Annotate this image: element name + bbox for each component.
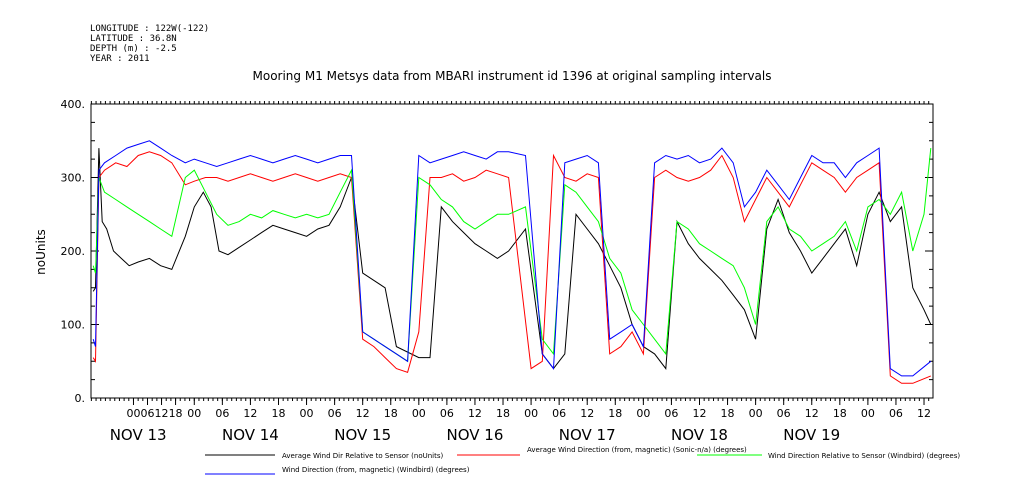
x-day-label: NOV 19 (783, 426, 840, 444)
x-hour-label: 18 (608, 407, 622, 420)
x-day-label: NOV 17 (559, 426, 616, 444)
x-hour-label: 12 (805, 407, 819, 420)
plot-area: 0.100.200.300.400.00 06 12 18 00 06 12 18 00 06 12… (61, 98, 934, 444)
header-latitude: LATITUDE : 36.8N (90, 34, 177, 44)
x-hour-label: 12 (917, 407, 931, 420)
chart-title: Mooring M1 Metsys data from MBARI instru… (253, 69, 772, 83)
legend-label: Average Wind Dir Relative to Sensor (noU… (282, 452, 443, 460)
header-depth: DEPTH (m) : -2.5 (90, 44, 177, 54)
x-hour-label: 18 (169, 407, 183, 420)
x-hour-label: 06 (328, 407, 342, 420)
y-axis-label: noUnits (34, 229, 48, 275)
y-tick-label: 0. (75, 392, 86, 405)
x-hour-label: 06 (141, 407, 155, 420)
legend-label: Wind Direction (from, magnetic) (Windbir… (282, 466, 470, 474)
x-hour-label: 18 (384, 407, 398, 420)
x-hour-label: 00 (412, 407, 426, 420)
x-day-label: NOV 15 (334, 426, 391, 444)
x-day-label: NOV 18 (671, 426, 728, 444)
legend-label: Average Wind Direction (from, magnetic) … (527, 446, 747, 454)
x-hour-label: 00 (636, 407, 650, 420)
x-hour-label: 12 (243, 407, 257, 420)
series-line-3 (92, 148, 932, 363)
x-hour-label: 00 (300, 407, 314, 420)
legend-label: Wind Direction Relative to Sensor (Windb… (768, 452, 960, 460)
y-tick-label: 300. (61, 172, 86, 185)
plot-frame (90, 103, 934, 399)
x-hour-label: 00 (187, 407, 201, 420)
x-hour-label: 18 (271, 407, 285, 420)
x-hour-label: 00 (126, 407, 140, 420)
header-longitude: LONGITUDE : 122W(-122) (90, 24, 209, 34)
x-hour-label: 12 (356, 407, 370, 420)
x-hour-label: 12 (580, 407, 594, 420)
y-tick-label: 100. (61, 319, 86, 332)
x-hour-label: 00 (749, 407, 763, 420)
legend: Average Wind Dir Relative to Sensor (noU… (205, 446, 960, 475)
x-hour-label: 06 (889, 407, 903, 420)
x-hour-label: 18 (721, 407, 735, 420)
x-hour-label: 06 (664, 407, 678, 420)
x-hour-label: 12 (692, 407, 706, 420)
x-hour-label: 00 (861, 407, 875, 420)
x-hour-label: 18 (496, 407, 510, 420)
x-hour-label: 18 (833, 407, 847, 420)
y-tick-label: 400. (61, 98, 86, 111)
x-hour-label: 12 (468, 407, 482, 420)
series-line-1 (92, 148, 932, 370)
series-line-2 (92, 151, 931, 384)
x-hour-label: 06 (440, 407, 454, 420)
x-hour-label: 12 (155, 407, 169, 420)
x-hour-label: 06 (215, 407, 229, 420)
x-hour-label: 00 (524, 407, 538, 420)
y-tick-label: 200. (61, 245, 86, 258)
x-day-label: NOV 16 (447, 426, 504, 444)
x-hour-label: 06 (777, 407, 791, 420)
series-line-4 (92, 140, 932, 377)
x-day-label: NOV 13 (110, 426, 167, 444)
x-hour-label: 06 (552, 407, 566, 420)
header-year: YEAR : 2011 (90, 54, 150, 64)
x-day-label: NOV 14 (222, 426, 279, 444)
